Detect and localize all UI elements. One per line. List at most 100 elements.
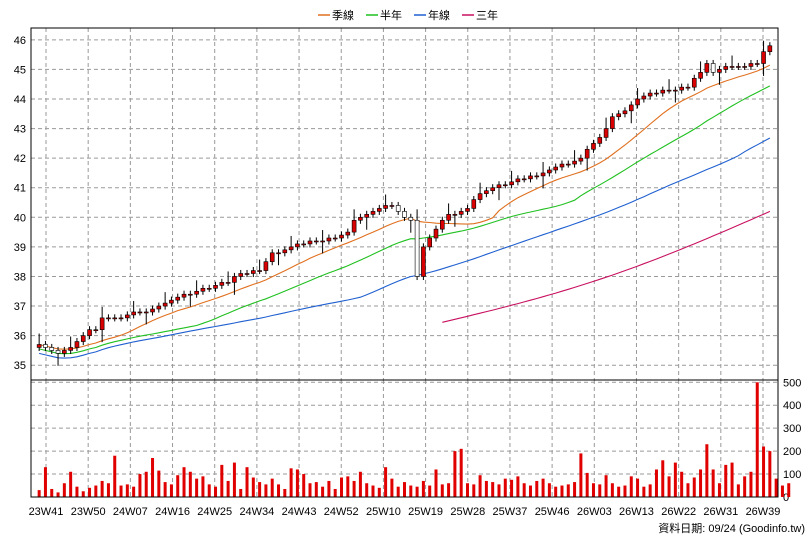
volume-axis-ticks: 0 100 200 300 400 500 xyxy=(783,377,801,504)
candle-body xyxy=(610,116,615,129)
volume-bar xyxy=(749,471,753,497)
candlesticks xyxy=(36,40,773,366)
candle-body xyxy=(597,137,603,144)
volume-bar xyxy=(705,444,709,497)
candle-body xyxy=(150,308,155,313)
volume-bar xyxy=(472,484,476,497)
volume-bar xyxy=(730,462,734,497)
volume-bar xyxy=(673,462,677,497)
candle-body xyxy=(528,175,533,180)
x-tick-label: 26W22 xyxy=(661,506,696,518)
candle-body xyxy=(332,237,338,240)
candle-body xyxy=(553,166,558,171)
x-tick-label: 26W13 xyxy=(619,506,654,518)
volume-bar xyxy=(591,483,595,497)
volume-bar xyxy=(138,474,142,497)
candle-body xyxy=(540,172,546,177)
volume-bar xyxy=(214,486,218,497)
candle-body xyxy=(565,163,571,166)
candle-body xyxy=(578,157,584,162)
volume-bar xyxy=(736,484,740,497)
candle-body xyxy=(584,148,590,159)
candle-body xyxy=(616,113,621,118)
candle-body xyxy=(55,350,61,354)
candle-body xyxy=(137,311,143,314)
x-tick-label: 25W10 xyxy=(366,506,401,518)
volume-bar xyxy=(251,477,255,497)
candle-body xyxy=(326,237,332,242)
volume-bar xyxy=(434,469,438,497)
volume-bar xyxy=(516,476,520,497)
volume-bar xyxy=(421,480,425,497)
volume-tick-label: 100 xyxy=(783,469,801,481)
legend-label-3: 三年 xyxy=(476,8,498,22)
volume-bar xyxy=(755,382,759,497)
volume-bar xyxy=(743,476,747,497)
candle-body xyxy=(717,69,722,73)
candle-body xyxy=(232,276,237,283)
legend-label-2: 年線 xyxy=(428,8,450,22)
volume-bar xyxy=(661,460,665,497)
candle-body xyxy=(282,249,288,254)
x-tick-label: 26W03 xyxy=(577,506,612,518)
candle-body xyxy=(439,219,445,230)
volume-bar xyxy=(503,478,507,497)
candle-body xyxy=(269,252,275,262)
candle-body xyxy=(502,184,508,187)
candle-body xyxy=(99,317,105,331)
volume-bar xyxy=(604,475,608,497)
volume-bar xyxy=(768,451,772,497)
candle-body xyxy=(559,163,565,168)
volume-bar xyxy=(371,485,375,497)
volume-bar xyxy=(289,468,293,497)
candle-body xyxy=(591,143,596,150)
volume-bar xyxy=(667,476,671,497)
volume-bar xyxy=(113,455,117,497)
candle-body xyxy=(389,205,395,207)
candle-body xyxy=(761,51,766,64)
volume-bar xyxy=(295,469,299,497)
candle-body xyxy=(660,89,666,94)
volume-bar xyxy=(560,485,564,497)
volume-bar xyxy=(258,482,262,497)
volume-bar xyxy=(717,483,721,497)
volume-bar xyxy=(554,486,558,497)
candle-body xyxy=(181,293,187,298)
candle-body xyxy=(666,89,672,92)
volume-bar xyxy=(125,484,129,497)
volume-bar xyxy=(132,486,136,497)
volume-bar xyxy=(340,477,344,497)
volume-bar xyxy=(94,485,98,497)
volume-bars xyxy=(37,382,791,497)
volume-bar xyxy=(610,483,614,497)
candle-body xyxy=(49,347,55,351)
price-tick-label: 35 xyxy=(14,360,26,372)
volume-bar xyxy=(623,485,627,497)
volume-bar xyxy=(629,476,633,497)
volume-bar xyxy=(711,469,715,497)
candle-body xyxy=(421,246,426,277)
candle-body xyxy=(622,110,628,115)
candle-body xyxy=(238,273,244,277)
candle-body xyxy=(276,252,281,255)
candle-body xyxy=(742,66,747,68)
candle-body xyxy=(408,217,414,221)
candle-body xyxy=(351,219,357,233)
candle-body xyxy=(339,234,344,239)
volume-bar xyxy=(75,486,79,497)
ma-line-2 xyxy=(38,137,771,359)
volume-bar xyxy=(390,478,394,497)
candle-body xyxy=(446,214,451,221)
volume-bar xyxy=(232,462,236,497)
candle-body xyxy=(257,270,262,272)
candle-body xyxy=(698,72,703,79)
candle-body xyxy=(43,344,48,348)
candle-body xyxy=(188,293,193,296)
x-tick-label: 24W16 xyxy=(155,506,190,518)
volume-bar xyxy=(37,490,41,497)
volume-bar xyxy=(535,480,539,497)
volume-bar xyxy=(88,487,92,497)
candle-body xyxy=(80,335,86,342)
volume-bar xyxy=(774,478,778,497)
volume-bar xyxy=(787,483,791,497)
